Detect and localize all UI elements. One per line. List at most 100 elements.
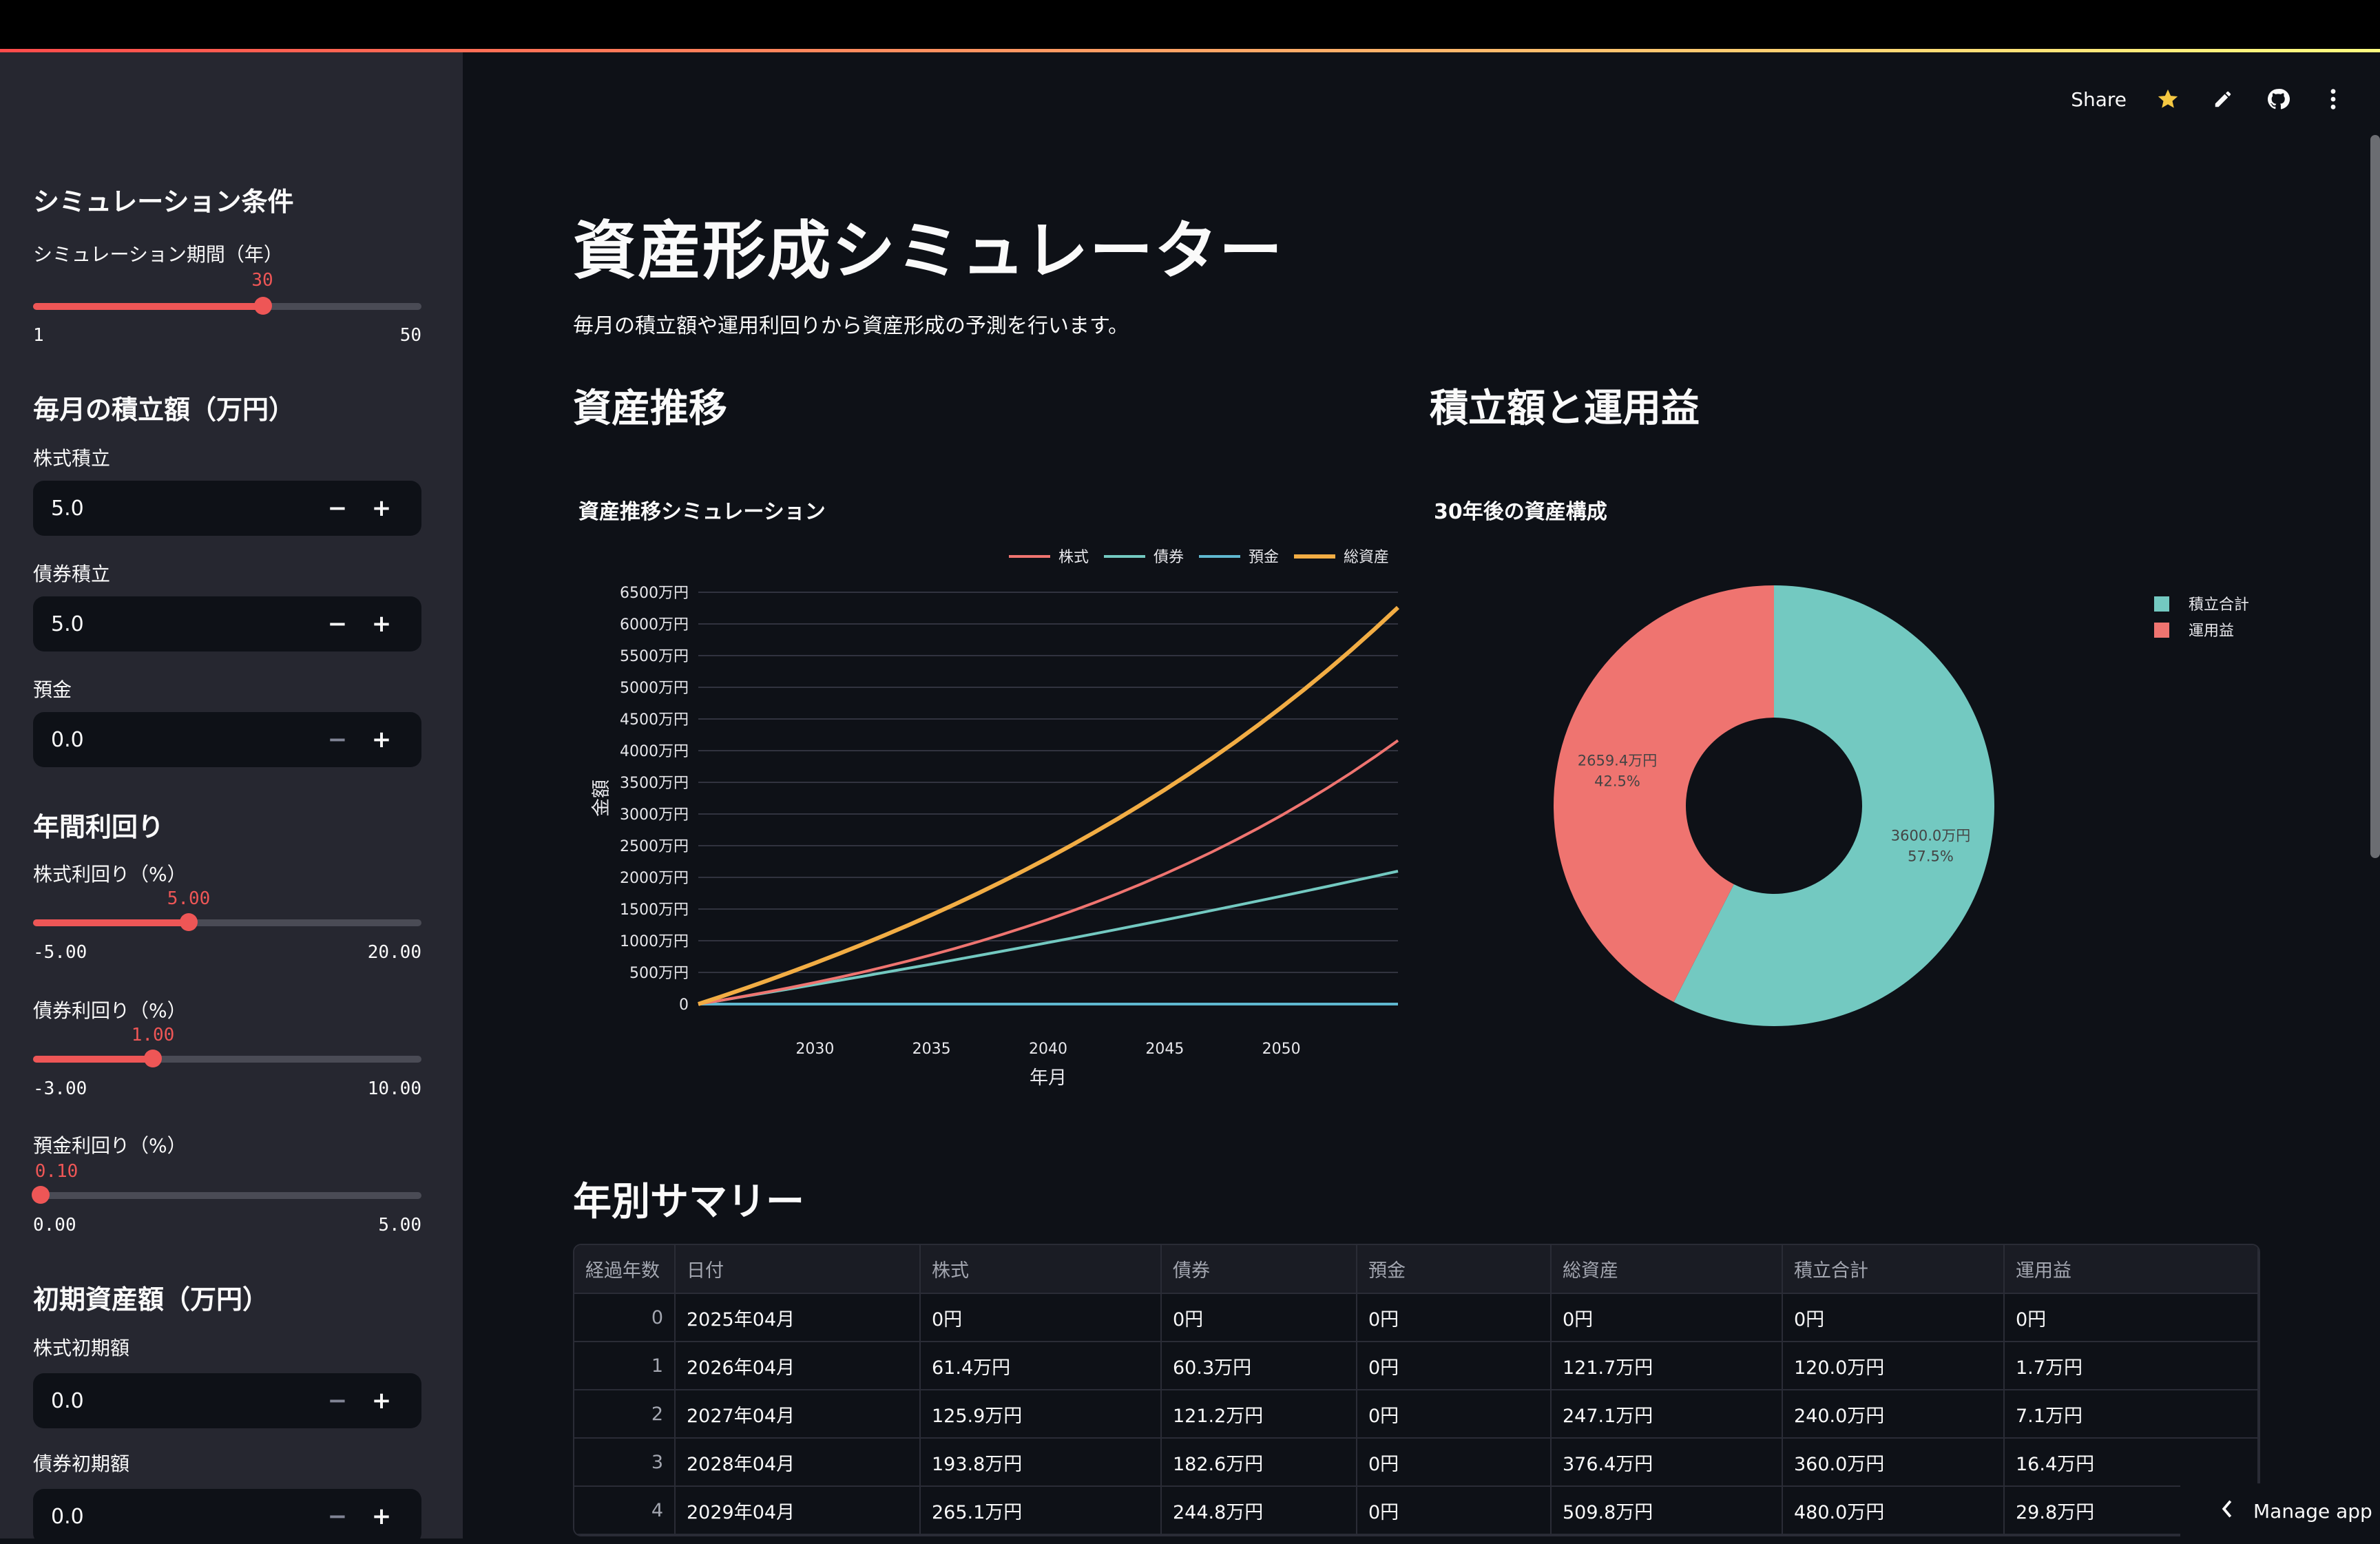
- column-header[interactable]: 株式: [920, 1245, 1161, 1293]
- slider-thumb[interactable]: [180, 913, 198, 931]
- table-cell[interactable]: 121.7万円: [1551, 1342, 1782, 1390]
- bond-monthly-value[interactable]: 5.0: [51, 612, 315, 636]
- table-cell[interactable]: 2027年04月: [675, 1390, 920, 1438]
- table-cell[interactable]: 0円: [1357, 1438, 1551, 1486]
- pencil-icon[interactable]: [2209, 85, 2237, 113]
- table-cell[interactable]: 121.2万円: [1161, 1390, 1357, 1438]
- table-cell[interactable]: 61.4万円: [920, 1342, 1161, 1390]
- line-series-3[interactable]: [698, 607, 1398, 1004]
- bond-initial-input[interactable]: 0.0 − +: [33, 1489, 421, 1544]
- github-icon[interactable]: [2264, 85, 2292, 113]
- table-cell[interactable]: 120.0万円: [1782, 1342, 2004, 1390]
- table-cell[interactable]: 193.8万円: [920, 1438, 1161, 1486]
- stock-initial-increment-button[interactable]: +: [359, 1387, 404, 1415]
- stock-initial-decrement-button[interactable]: −: [315, 1387, 359, 1415]
- table-cell[interactable]: 0円: [1782, 1293, 2004, 1342]
- column-header[interactable]: 総資産: [1551, 1245, 1782, 1293]
- table-cell[interactable]: 0円: [2004, 1293, 2258, 1342]
- star-icon[interactable]: [2154, 85, 2182, 113]
- bond-monthly-decrement-button[interactable]: −: [315, 610, 359, 638]
- table-cell[interactable]: 60.3万円: [1161, 1342, 1357, 1390]
- table-cell[interactable]: 2025年04月: [675, 1293, 920, 1342]
- column-header[interactable]: 債券: [1161, 1245, 1357, 1293]
- table-cell[interactable]: 4: [574, 1486, 675, 1534]
- table-cell[interactable]: 265.1万円: [920, 1486, 1161, 1534]
- deposit-monthly-input[interactable]: 0.0 − +: [33, 712, 421, 767]
- stock-monthly-decrement-button[interactable]: −: [315, 494, 359, 522]
- deposit-rate-slider[interactable]: [33, 1192, 421, 1199]
- table-cell[interactable]: 2028年04月: [675, 1438, 920, 1486]
- bond-monthly-increment-button[interactable]: +: [359, 610, 404, 638]
- table-cell[interactable]: 244.8万円: [1161, 1486, 1357, 1534]
- table-cell[interactable]: 1: [574, 1342, 675, 1390]
- table-cell[interactable]: 376.4万円: [1551, 1438, 1782, 1486]
- table-cell[interactable]: 1.7万円: [2004, 1342, 2258, 1390]
- table-cell[interactable]: 0円: [1357, 1342, 1551, 1390]
- table-cell[interactable]: 2: [574, 1390, 675, 1438]
- deposit-monthly-value[interactable]: 0.0: [51, 728, 315, 752]
- table-cell[interactable]: 0円: [920, 1293, 1161, 1342]
- deposit-monthly-decrement-button[interactable]: −: [315, 726, 359, 753]
- manage-app-button[interactable]: Manage app: [2180, 1483, 2380, 1538]
- column-header[interactable]: 積立合計: [1782, 1245, 2004, 1293]
- table-cell[interactable]: 3: [574, 1438, 675, 1486]
- table-cell[interactable]: 182.6万円: [1161, 1438, 1357, 1486]
- table-cell[interactable]: 509.8万円: [1551, 1486, 1782, 1534]
- slider-fill: [33, 919, 189, 926]
- main-scrollbar[interactable]: [2370, 135, 2380, 858]
- table-cell[interactable]: 240.0万円: [1782, 1390, 2004, 1438]
- column-header[interactable]: 運用益: [2004, 1245, 2258, 1293]
- bond-monthly-input[interactable]: 5.0 − +: [33, 596, 421, 651]
- legend-label[interactable]: 預金: [1249, 549, 1279, 566]
- slider-thumb[interactable]: [144, 1050, 162, 1067]
- more-vertical-icon[interactable]: [2319, 85, 2347, 113]
- table-cell[interactable]: 2026年04月: [675, 1342, 920, 1390]
- legend-label[interactable]: 積立合計: [2189, 596, 2249, 614]
- asset-line-chart[interactable]: 0500万円1000万円1500万円2000万円2500万円3000万円3500…: [565, 523, 1419, 1102]
- stock-rate-slider[interactable]: [33, 919, 421, 926]
- table-cell[interactable]: 0円: [1357, 1390, 1551, 1438]
- line-series-0[interactable]: [698, 740, 1398, 1004]
- table-cell[interactable]: 16.4万円: [2004, 1438, 2258, 1486]
- table-cell[interactable]: 0円: [1161, 1293, 1357, 1342]
- slider-thumb[interactable]: [32, 1186, 50, 1204]
- table-cell[interactable]: 125.9万円: [920, 1390, 1161, 1438]
- table-cell[interactable]: 0: [574, 1293, 675, 1342]
- table-cell[interactable]: 0円: [1357, 1293, 1551, 1342]
- table-cell[interactable]: 480.0万円: [1782, 1486, 2004, 1534]
- bond-initial-decrement-button[interactable]: −: [315, 1503, 359, 1530]
- legend-label[interactable]: 総資産: [1344, 549, 1389, 566]
- stock-initial-input[interactable]: 0.0 − +: [33, 1373, 421, 1428]
- slider-thumb[interactable]: [254, 297, 272, 315]
- bond-initial-value[interactable]: 0.0: [51, 1505, 315, 1529]
- table-cell[interactable]: 7.1万円: [2004, 1390, 2258, 1438]
- bond-initial-increment-button[interactable]: +: [359, 1503, 404, 1530]
- bond-rate-slider[interactable]: [33, 1056, 421, 1063]
- sidebar: シミュレーション条件 シミュレーション期間（年） 30 1 50 毎月の積立額（…: [0, 52, 463, 1538]
- table-cell[interactable]: 2029年04月: [675, 1486, 920, 1534]
- stock-monthly-increment-button[interactable]: +: [359, 494, 404, 522]
- table-cell[interactable]: 360.0万円: [1782, 1438, 2004, 1486]
- legend-label[interactable]: 債券: [1154, 549, 1184, 566]
- stock-initial-value[interactable]: 0.0: [51, 1389, 315, 1413]
- share-button[interactable]: Share: [2071, 88, 2127, 111]
- stock-monthly-input[interactable]: 5.0 − +: [33, 481, 421, 536]
- deposit-monthly-increment-button[interactable]: +: [359, 726, 404, 753]
- stock-monthly-value[interactable]: 5.0: [51, 497, 315, 521]
- table-cell[interactable]: 0円: [1551, 1293, 1782, 1342]
- table-cell[interactable]: 247.1万円: [1551, 1390, 1782, 1438]
- table-cell[interactable]: 0円: [1357, 1486, 1551, 1534]
- column-header[interactable]: 日付: [675, 1245, 920, 1293]
- period-slider[interactable]: [33, 303, 421, 310]
- column-header[interactable]: 経過年数: [574, 1245, 675, 1293]
- column-header[interactable]: 預金: [1357, 1245, 1551, 1293]
- legend-label[interactable]: 運用益: [2189, 623, 2234, 640]
- legend-label[interactable]: 株式: [1058, 549, 1089, 566]
